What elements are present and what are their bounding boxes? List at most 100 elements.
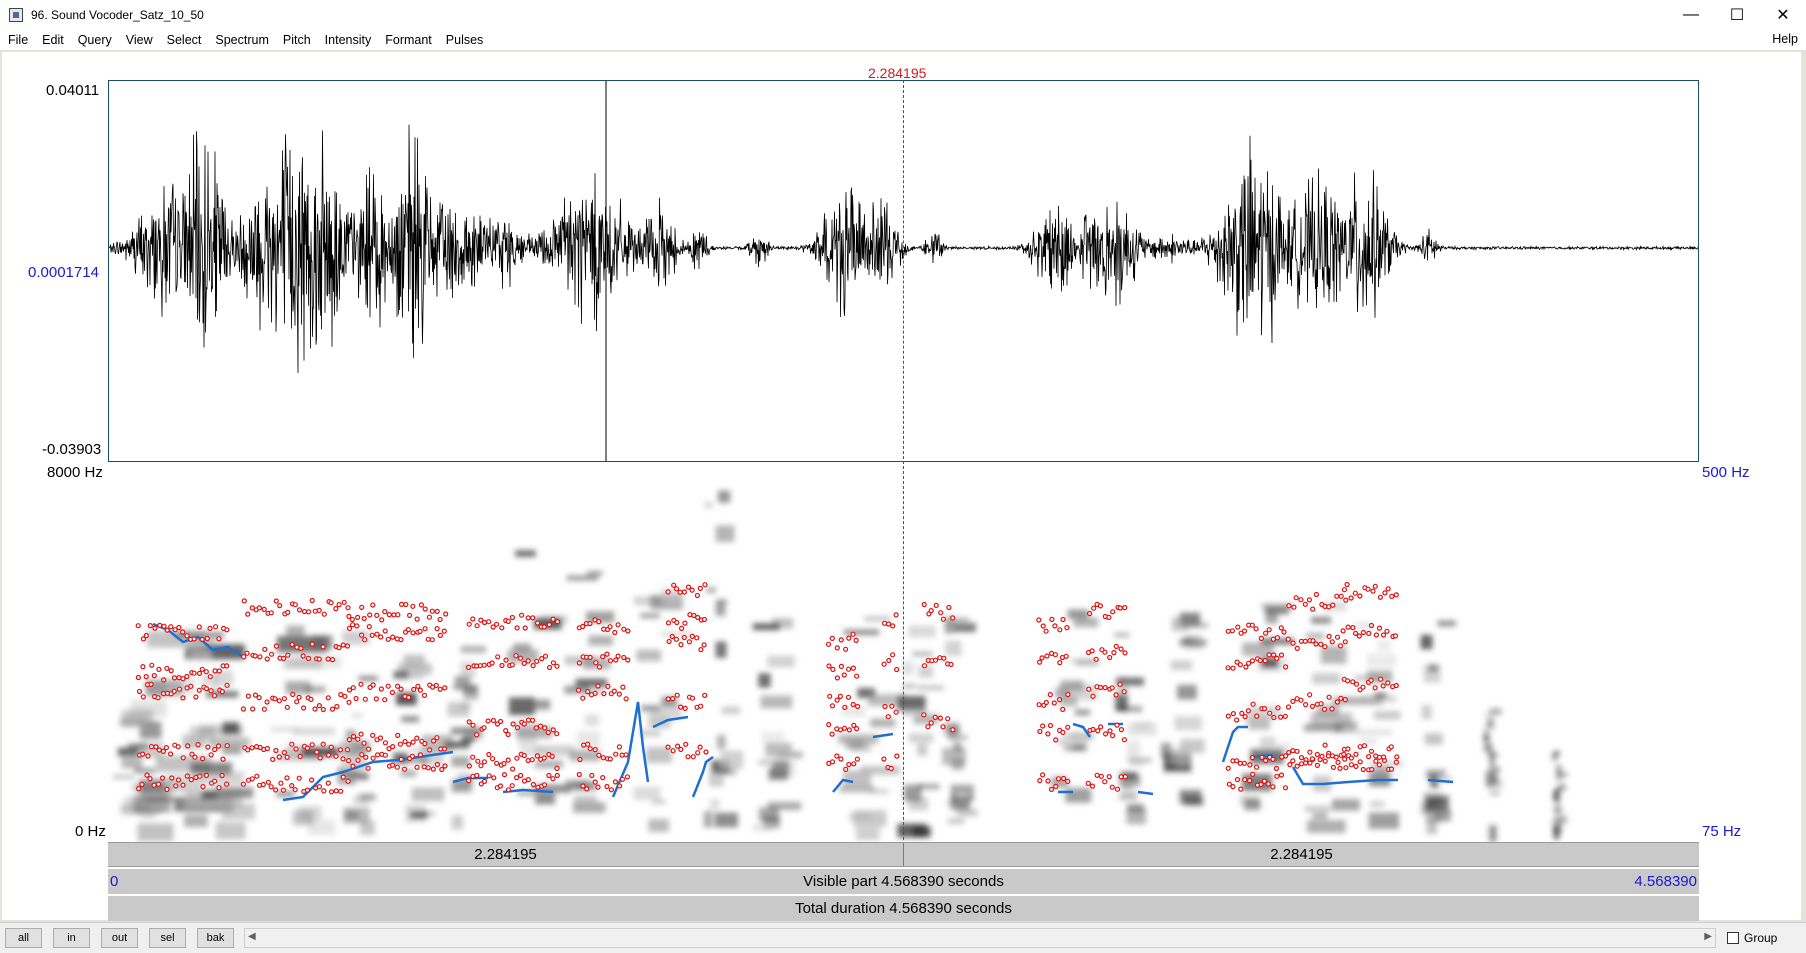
menu-query[interactable]: Query — [77, 33, 112, 47]
zoom-in-button[interactable]: in — [53, 928, 90, 948]
menu-spectrum[interactable]: Spectrum — [215, 33, 269, 47]
minimize-button[interactable]: — — [1683, 6, 1699, 23]
formant-point — [617, 783, 623, 789]
spectrogram-energy — [447, 702, 470, 717]
formant-point — [670, 748, 676, 754]
formant-point — [612, 629, 618, 636]
total-duration-bar[interactable]: Total duration 4.568390 seconds — [108, 896, 1699, 921]
formant-point — [309, 777, 315, 783]
menu-edit[interactable]: Edit — [42, 33, 64, 47]
formant-point — [491, 775, 497, 781]
group-checkbox[interactable] — [1727, 932, 1739, 944]
formant-point — [834, 697, 840, 703]
formant-point — [592, 747, 598, 753]
menu-intensity[interactable]: Intensity — [324, 33, 372, 47]
formant-point — [300, 653, 306, 659]
spectrogram-energy — [1558, 772, 1568, 777]
formant-point — [600, 654, 606, 660]
spectrogram-energy — [1184, 622, 1209, 629]
formant-point — [1118, 774, 1124, 780]
close-button[interactable]: ✕ — [1776, 7, 1790, 24]
formant-point — [581, 742, 587, 748]
formant-point — [1281, 629, 1287, 635]
formant-point — [155, 695, 161, 701]
formant-point — [1234, 659, 1240, 665]
spectrogram-energy — [639, 730, 661, 737]
formant-point — [1094, 772, 1100, 778]
menu-formant[interactable]: Formant — [385, 33, 432, 47]
spectrogram-energy — [648, 819, 669, 832]
horizontal-scrollbar[interactable]: ◀ ▶ — [244, 928, 1716, 948]
formant-point — [522, 625, 528, 631]
formant-point — [466, 778, 472, 784]
formant-point — [481, 662, 487, 668]
zoom-all-button[interactable]: all — [5, 928, 42, 948]
formant-point — [257, 654, 263, 660]
menu-help[interactable]: Help — [1772, 32, 1798, 46]
formant-point — [296, 607, 303, 613]
formant-point — [1239, 710, 1245, 716]
formant-point — [1298, 755, 1305, 761]
visible-part-bar[interactable]: 0 Visible part 4.568390 seconds 4.568390 — [108, 869, 1699, 894]
spectrogram-energy — [856, 826, 880, 841]
formant-point — [442, 685, 448, 691]
spectrogram-energy — [1554, 751, 1560, 757]
formant-point — [184, 633, 190, 639]
zoom-out-button[interactable]: out — [101, 928, 138, 948]
formant-point — [184, 773, 190, 779]
spectrogram-energy — [902, 661, 914, 676]
spectrogram-energy — [913, 714, 939, 724]
spectrogram-energy — [904, 784, 922, 802]
zoom-selection-button[interactable]: sel — [149, 928, 186, 948]
scroll-right-icon[interactable]: ▶ — [1704, 931, 1712, 942]
selection-left-duration[interactable]: 2.284195 — [474, 846, 537, 863]
formant-point — [601, 691, 607, 697]
maximize-button[interactable]: ☐ — [1729, 7, 1745, 24]
formant-point — [1341, 587, 1348, 593]
zoom-back-button[interactable]: bak — [197, 928, 234, 948]
formant-point — [1302, 702, 1309, 708]
formant-point — [881, 756, 887, 762]
spectrogram-energy — [113, 774, 135, 779]
scroll-left-icon[interactable]: ◀ — [248, 931, 256, 942]
spectrogram-energy — [411, 787, 445, 802]
menu-view[interactable]: View — [125, 33, 153, 47]
formant-point — [587, 620, 593, 627]
formant-point — [538, 723, 544, 729]
formant-point — [1357, 744, 1363, 750]
formant-point — [842, 646, 849, 652]
menu-select[interactable]: Select — [166, 33, 202, 47]
formant-point — [478, 617, 484, 623]
selection-right-duration[interactable]: 2.284195 — [1270, 846, 1333, 863]
formant-point — [481, 759, 487, 765]
formant-point — [254, 773, 260, 779]
formant-point — [575, 687, 582, 693]
selection-duration-bar[interactable]: 2.284195 2.284195 — [108, 842, 1699, 867]
spectrogram-energy — [1060, 696, 1078, 707]
formant-point — [349, 616, 355, 623]
formant-point — [1121, 737, 1128, 743]
formant-point — [1262, 630, 1269, 636]
formant-point — [399, 601, 405, 607]
formant-point — [678, 625, 685, 631]
menu-file[interactable]: File — [8, 33, 29, 47]
menu-pulses[interactable]: Pulses — [445, 33, 484, 47]
formant-point — [414, 735, 420, 741]
formant-point — [505, 731, 511, 738]
formant-point — [1290, 758, 1296, 764]
spectrogram-energy — [1115, 693, 1128, 711]
formant-point — [499, 662, 505, 669]
spectrogram-energy — [1324, 601, 1347, 612]
formant-point — [1334, 593, 1340, 599]
formant-point — [941, 655, 947, 661]
formant-point — [422, 741, 428, 747]
formant-point — [1257, 657, 1263, 664]
formant-point — [309, 597, 315, 604]
formant-point — [1238, 786, 1244, 792]
formant-point — [554, 619, 561, 625]
formant-point — [406, 694, 412, 701]
formant-point — [144, 772, 150, 778]
formant-point — [624, 774, 631, 780]
menu-pitch[interactable]: Pitch — [282, 33, 311, 47]
waveform-min-label: -0.03903 — [42, 441, 102, 458]
